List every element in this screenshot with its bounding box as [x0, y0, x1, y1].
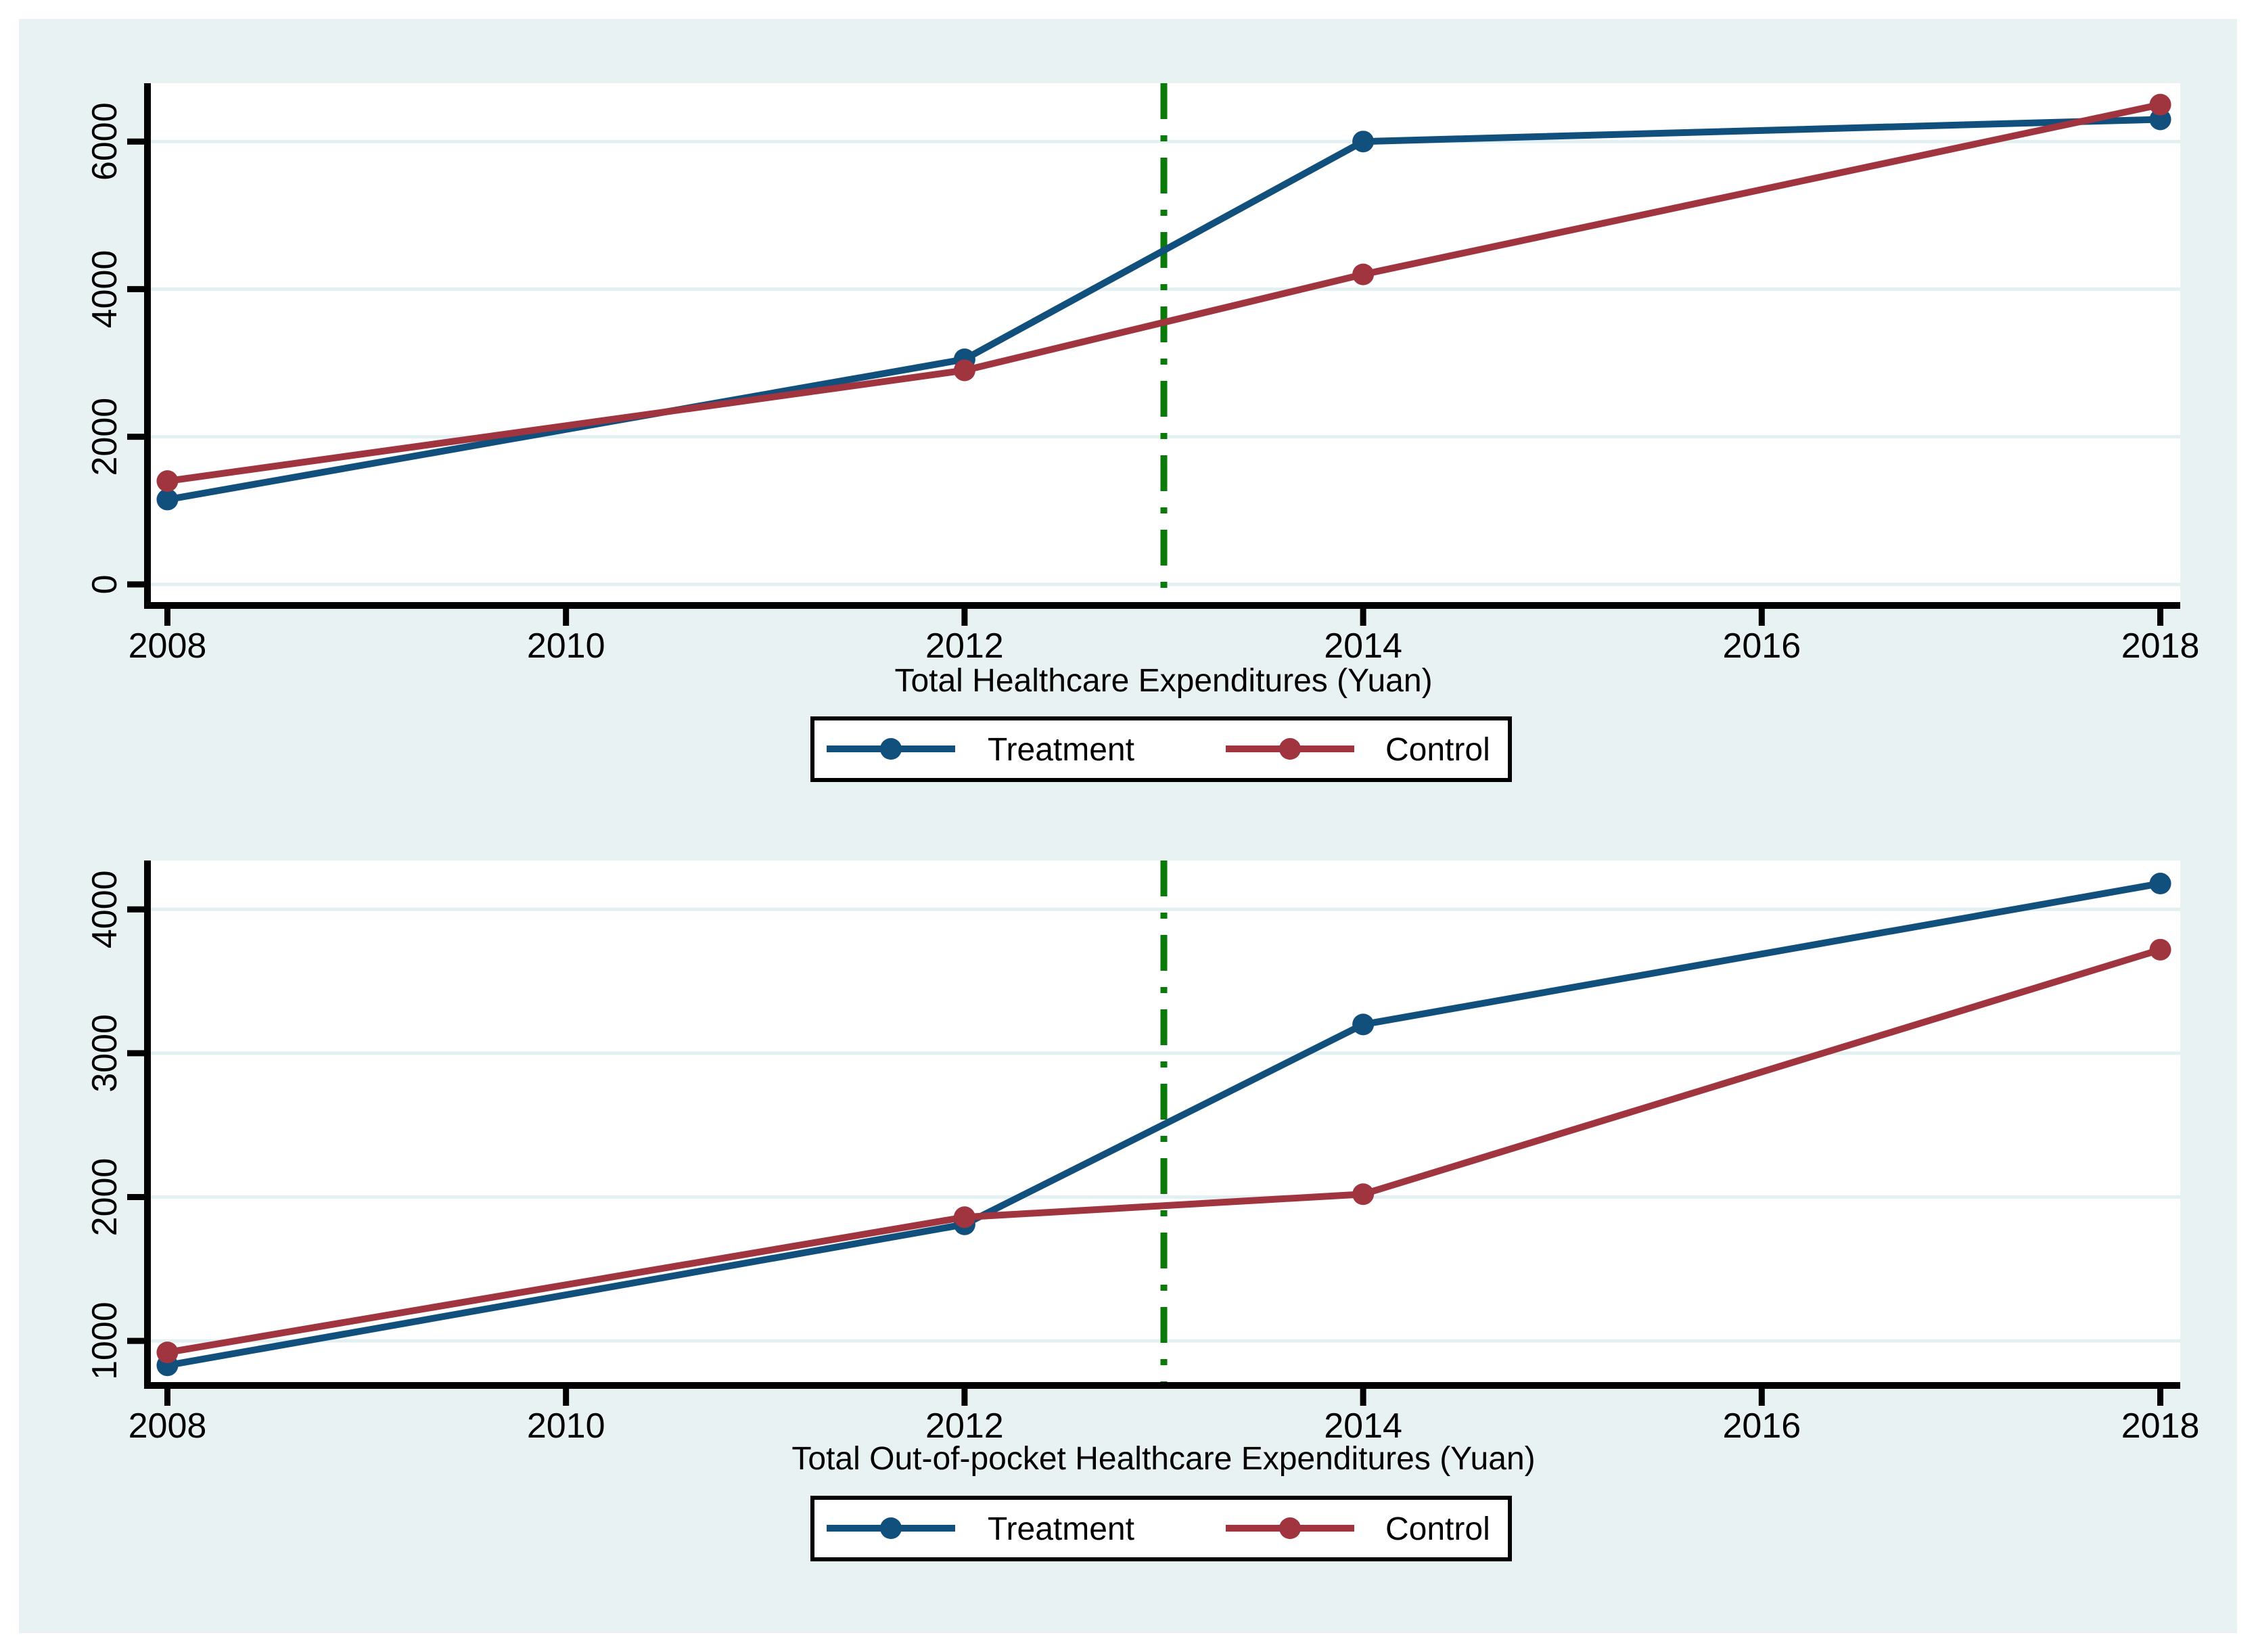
series-line-control [166, 946, 2162, 1356]
x-tick-label: 2018 [2121, 1406, 2200, 1446]
data-point-control [156, 1341, 179, 1364]
data-point-control [953, 1206, 975, 1229]
top-panel-total-expenditures: 0 2000 4000 6000 2008 2010 2012 2014 2016 2018 [85, 83, 2199, 666]
top-legend-control-marker [1279, 738, 1301, 760]
y-tick-label: 2000 [85, 398, 124, 476]
x-tick-label: 2018 [2121, 626, 2200, 666]
data-point-control [156, 470, 179, 492]
y-tick-label: 3000 [85, 1014, 124, 1093]
bottom-legend-control-marker [1279, 1517, 1301, 1539]
x-tick-label: 2010 [527, 626, 605, 666]
bottom-panel-oop-expenditures: 1000 2000 3000 4000 2008 2010 2012 2014 2016 2018 [85, 861, 2199, 1446]
x-tick-label: 2014 [1324, 626, 1402, 666]
y-tick-label: 1000 [85, 1302, 124, 1380]
bottom-legend-box [810, 1496, 1512, 1561]
y-tick-label: 6000 [85, 102, 124, 181]
data-point-control [953, 359, 975, 382]
x-tick-label: 2012 [925, 1406, 1004, 1446]
data-point-treatment [156, 488, 179, 511]
top-legend-control-label: Control [1385, 732, 1490, 768]
data-point-treatment [2149, 873, 2171, 895]
bottom-legend: Treatment Control [810, 1496, 1512, 1561]
bottom-legend-control-label: Control [1385, 1511, 1490, 1547]
y-tick-label: 0 [85, 574, 124, 594]
top-xaxis-title: Total Healthcare Expenditures (Yuan) [894, 663, 1432, 699]
x-tick-label: 2008 [129, 1406, 207, 1446]
x-tick-label: 2010 [527, 1406, 605, 1446]
series-line-treatment [166, 116, 2161, 503]
series-line-treatment [166, 880, 2161, 1369]
x-tick-label: 2014 [1324, 1406, 1402, 1446]
top-legend: Treatment Control [810, 716, 1512, 782]
data-point-control [1352, 263, 1375, 285]
x-tick-label: 2016 [1722, 626, 1801, 666]
data-point-control [2149, 93, 2171, 116]
data-point-treatment [1352, 1013, 1375, 1036]
bottom-xaxis-title: Total Out-of-pocket Healthcare Expenditu… [791, 1441, 1535, 1477]
bottom-legend-treatment-marker [880, 1517, 902, 1539]
top-legend-treatment-label: Treatment [988, 732, 1134, 768]
x-tick-label: 2008 [129, 626, 207, 666]
x-tick-label: 2016 [1722, 1406, 1801, 1446]
data-point-control [1352, 1183, 1375, 1206]
y-tick-label: 4000 [85, 870, 124, 948]
y-tick-label: 2000 [85, 1158, 124, 1237]
x-tick-label: 2012 [925, 626, 1004, 666]
top-legend-treatment-marker [880, 738, 902, 760]
top-legend-box [810, 716, 1512, 782]
series-line-control [166, 101, 2161, 485]
data-point-control [2149, 938, 2171, 961]
data-point-treatment [1352, 131, 1375, 153]
y-tick-label: 4000 [85, 250, 124, 329]
bottom-legend-treatment-label: Treatment [988, 1511, 1134, 1547]
